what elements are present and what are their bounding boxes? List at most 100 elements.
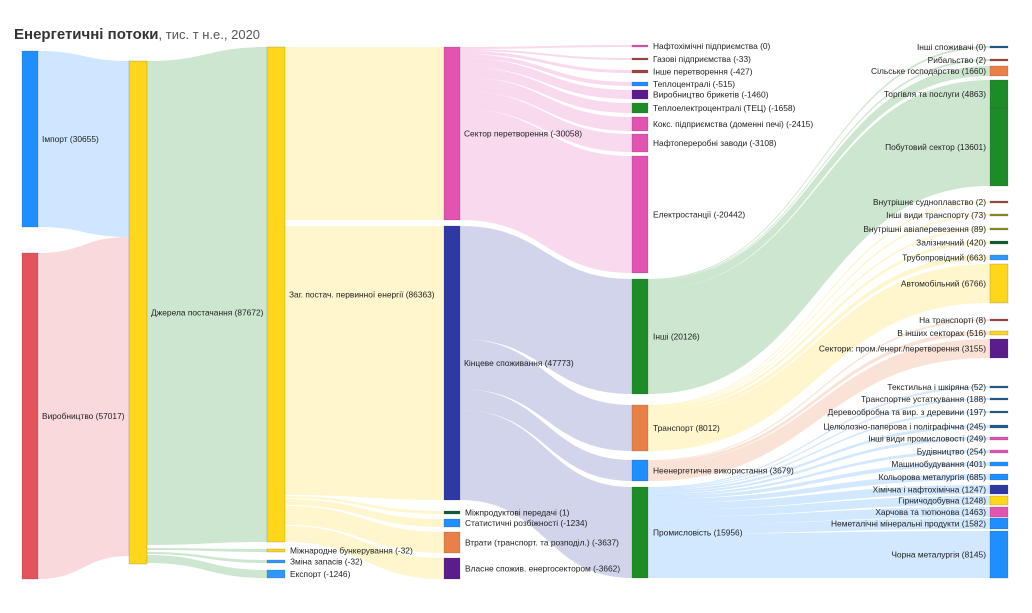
flow-transform-othertrans xyxy=(460,51,632,73)
label-mining: Гірничодобувна (1248) xyxy=(898,496,986,506)
flow-production-supply xyxy=(38,237,129,579)
node-otherconsumers[interactable] xyxy=(989,45,1009,49)
node-othertrans[interactable] xyxy=(631,69,649,74)
flow-transport-rail xyxy=(648,241,990,411)
node-transpequip[interactable] xyxy=(989,397,1009,401)
flow-other-agriculture xyxy=(648,66,990,290)
flow-tpes-final xyxy=(285,226,444,500)
label-industry: Промисловість (15956) xyxy=(653,528,743,538)
node-tpes[interactable] xyxy=(266,46,286,543)
node-industry[interactable] xyxy=(631,486,649,579)
node-textile[interactable] xyxy=(989,385,1009,389)
node-mining[interactable] xyxy=(989,495,1009,506)
label-commerce: Торгівля та послуги (4863) xyxy=(884,89,986,99)
label-road: Автомобільний (6766) xyxy=(901,279,986,289)
label-textile: Текстильна і шкіряна (52) xyxy=(887,382,986,392)
node-agriculture[interactable] xyxy=(989,65,1009,77)
node-statdiff[interactable] xyxy=(443,518,461,528)
label-tpes: Заг. постач. первинної енергії (86363) xyxy=(289,290,435,300)
node-export[interactable] xyxy=(266,569,286,579)
flow-other-commerce xyxy=(648,80,990,318)
flow-tpes-statdiff xyxy=(285,499,444,527)
label-export: Експорт (-1246) xyxy=(290,569,351,579)
flow-transform-refineries xyxy=(460,91,632,152)
node-coke[interactable] xyxy=(631,116,649,132)
flow-industry-mining xyxy=(648,496,990,517)
flow-tpes-interprod xyxy=(285,496,444,514)
flow-tpes-transform xyxy=(285,47,444,220)
flow-industry-textile xyxy=(648,386,990,488)
node-fishing[interactable] xyxy=(989,58,1009,62)
node-iron[interactable] xyxy=(989,530,1009,579)
label-othertrans: Інше перетворення (-427) xyxy=(653,67,753,77)
node-chp[interactable] xyxy=(631,102,649,114)
node-chemical[interactable] xyxy=(989,484,1009,495)
node-ownuse[interactable] xyxy=(443,557,461,580)
node-ne_other[interactable] xyxy=(989,330,1009,336)
node-import[interactable] xyxy=(21,50,39,228)
node-ne_transport[interactable] xyxy=(989,318,1009,322)
node-transform[interactable] xyxy=(443,46,461,221)
label-domaviation: Внутрішні авіаперевезення (89) xyxy=(863,224,986,234)
label-othertransport: Інші види транспорту (73) xyxy=(886,210,986,220)
node-pipeline[interactable] xyxy=(989,254,1009,261)
flow-transport-domaviation xyxy=(648,228,990,408)
chart-title: Енергетичні потоки, тис. т н.е., 2020 xyxy=(14,26,260,43)
node-bunkers[interactable] xyxy=(266,548,286,553)
node-construction[interactable] xyxy=(989,449,1009,454)
node-powerplants[interactable] xyxy=(631,155,649,274)
node-nonferrous[interactable] xyxy=(989,473,1009,481)
node-paper[interactable] xyxy=(989,424,1009,429)
node-rail[interactable] xyxy=(989,240,1009,245)
flow-tpes-losses xyxy=(285,506,444,553)
node-heatplants[interactable] xyxy=(631,81,649,87)
node-road[interactable] xyxy=(989,263,1009,304)
node-stockchange[interactable] xyxy=(266,559,286,564)
node-machinery[interactable] xyxy=(989,461,1009,467)
node-gasworks[interactable] xyxy=(631,57,649,61)
node-othertransport[interactable] xyxy=(989,213,1009,217)
node-supply[interactable] xyxy=(128,60,148,565)
node-food[interactable] xyxy=(989,506,1009,518)
flow-industry-nonferrous xyxy=(648,474,990,503)
node-losses[interactable] xyxy=(443,531,461,554)
node-residential[interactable] xyxy=(989,107,1009,187)
node-nonenergy[interactable] xyxy=(631,459,649,482)
flow-industry-machinery xyxy=(648,462,990,499)
node-other[interactable] xyxy=(631,278,649,395)
label-chp: Теплоелектроцентралі (ТЕЦ) (-1658) xyxy=(653,103,796,113)
label-paper: Целюлозно-паперова і поліграфічна (245) xyxy=(823,422,986,432)
node-ne_industry[interactable] xyxy=(989,338,1009,359)
node-interprod[interactable] xyxy=(443,510,461,515)
flow-other-otherconsumers xyxy=(648,46,990,280)
node-domaviation[interactable] xyxy=(989,227,1009,231)
label-rail: Залізничний (420) xyxy=(916,238,986,248)
node-final[interactable] xyxy=(443,225,461,501)
flow-supply-export xyxy=(147,555,267,578)
node-briquettes[interactable] xyxy=(631,89,649,100)
label-transpequip: Транспортне устаткування (188) xyxy=(861,394,986,404)
sankey-nodes xyxy=(21,44,1009,580)
node-petrochem[interactable] xyxy=(631,44,649,48)
flow-industry-nonmetallic xyxy=(648,518,990,534)
flow-industry-iron xyxy=(648,531,990,578)
node-production[interactable] xyxy=(21,252,39,580)
label-ne_other: В інших секторах (516) xyxy=(897,328,986,338)
flow-transform-chp xyxy=(460,67,632,113)
label-agriculture: Сільське господарство (1660) xyxy=(871,66,986,76)
label-nonmetallic: Неметалічні мінеральні продукти (1582) xyxy=(831,519,986,529)
flow-industry-paper xyxy=(648,425,990,492)
flow-industry-food xyxy=(648,507,990,525)
node-transport[interactable] xyxy=(631,404,649,452)
label-transport: Транспорт (8012) xyxy=(653,423,720,433)
flow-industry-otherindustry xyxy=(648,437,990,494)
label-refineries: Нафтопереробні заводи (-3108) xyxy=(653,138,777,148)
label-pipeline: Трубопровідний (663) xyxy=(902,253,986,263)
node-nonmetallic[interactable] xyxy=(989,517,1009,530)
node-commerce[interactable] xyxy=(989,79,1009,109)
node-refineries[interactable] xyxy=(631,133,649,153)
node-otherindustry[interactable] xyxy=(989,436,1009,441)
node-wood[interactable] xyxy=(989,410,1009,414)
node-domnav[interactable] xyxy=(989,200,1009,204)
